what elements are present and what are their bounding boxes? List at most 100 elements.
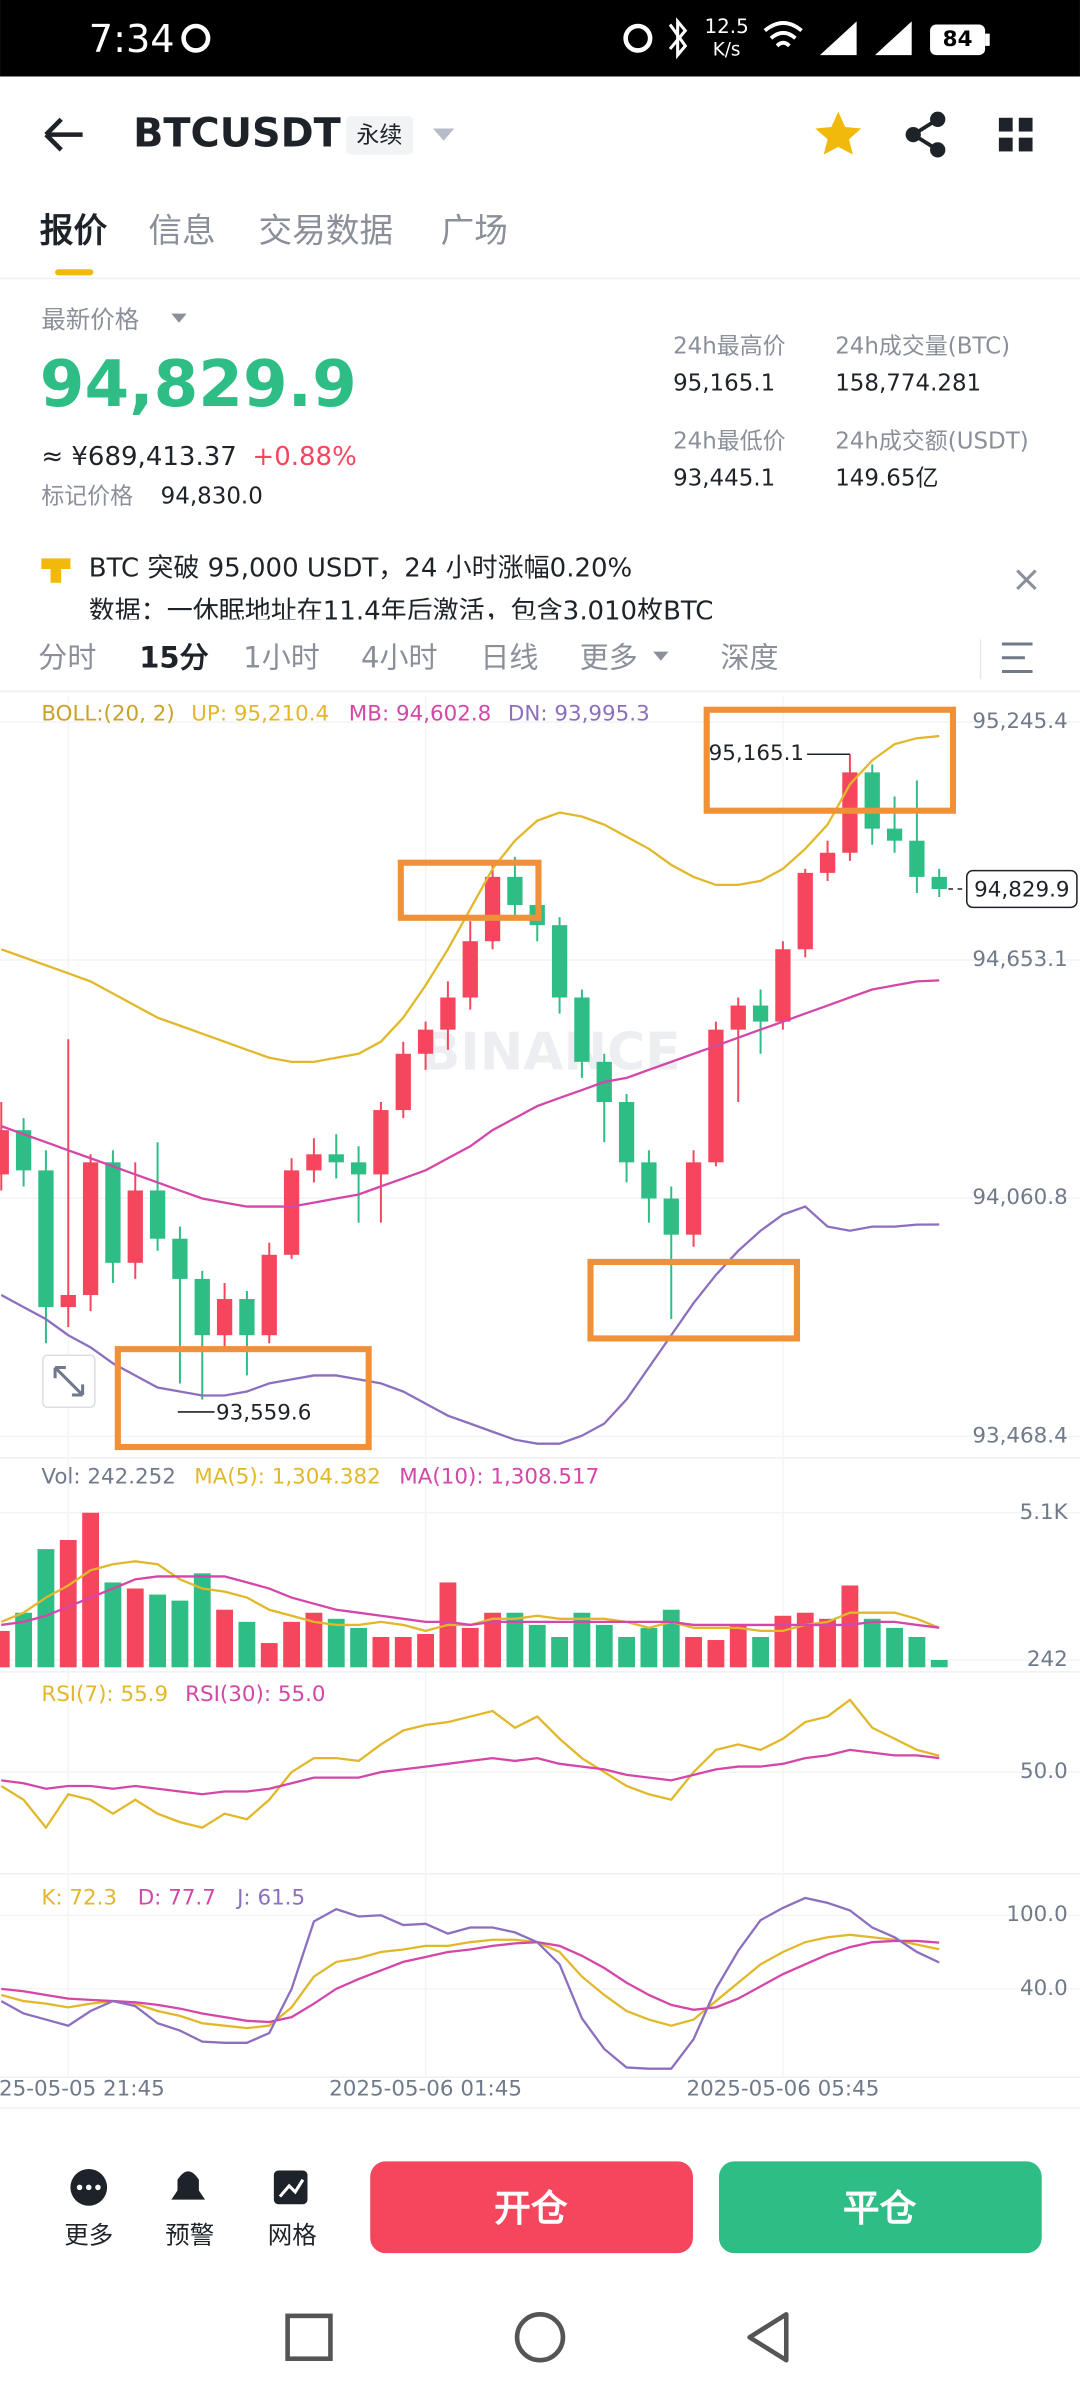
tab[interactable]: 广场 bbox=[441, 211, 508, 250]
highlight-box bbox=[703, 706, 957, 814]
symbol-dropdown[interactable] bbox=[432, 128, 455, 141]
battery-level: 84 bbox=[943, 27, 973, 52]
interval[interactable]: 日线 bbox=[480, 640, 538, 674]
interval-bar bbox=[0, 619, 1080, 696]
indicator-line bbox=[0, 979, 940, 1208]
volume-bar bbox=[662, 1609, 680, 1668]
price-dropdown[interactable] bbox=[171, 313, 187, 323]
legend-entry: DN: 93,995.3 bbox=[508, 701, 650, 726]
stat-label: 24h成交额(USDT) bbox=[835, 429, 1028, 455]
price-change: +0.88% bbox=[252, 442, 356, 472]
tag-bg bbox=[345, 116, 414, 155]
volume-bar bbox=[350, 1627, 367, 1668]
candle-body bbox=[551, 925, 568, 998]
alert-icon[interactable] bbox=[171, 2171, 206, 2200]
indicator-line bbox=[0, 734, 940, 1064]
recents-button[interactable] bbox=[285, 2313, 333, 2361]
candle-body bbox=[819, 852, 836, 873]
volume-bar bbox=[528, 1624, 546, 1668]
share-button[interactable] bbox=[905, 111, 946, 158]
last-price: 94,829.9 bbox=[40, 347, 357, 422]
nav-label[interactable]: 网格 bbox=[268, 2220, 317, 2249]
volume-bar bbox=[551, 1637, 568, 1668]
y-tick-label: 95,245.4 bbox=[972, 709, 1067, 734]
dot bbox=[76, 2184, 83, 2191]
candle-body bbox=[864, 772, 880, 829]
clock: 7:34 bbox=[89, 18, 175, 62]
open-button[interactable] bbox=[370, 2161, 693, 2254]
interval[interactable]: 4小时 bbox=[361, 640, 438, 674]
candle-body bbox=[82, 1162, 99, 1295]
home-button[interactable] bbox=[514, 2312, 566, 2363]
volume-bar bbox=[104, 1582, 122, 1668]
back-button[interactable] bbox=[44, 117, 83, 152]
system-back-button[interactable] bbox=[747, 2312, 789, 2363]
nav-label[interactable]: 预警 bbox=[165, 2220, 214, 2249]
volume-bar bbox=[149, 1594, 167, 1668]
volume-bar bbox=[685, 1637, 702, 1668]
highlight-boxes bbox=[114, 706, 957, 1451]
legend-entry: K: 72.3 bbox=[41, 1885, 117, 1910]
candle-body bbox=[149, 1190, 166, 1239]
contract-tag: 永续 bbox=[356, 123, 402, 149]
y-tick-label: 242 bbox=[1027, 1647, 1068, 1672]
news-item[interactable]: 数据：一休眠地址在11.4年后激活，包含3,010枚BTC bbox=[89, 596, 714, 626]
legend-entry: MA(10): 1,308.517 bbox=[399, 1465, 599, 1490]
tab[interactable]: 交易数据 bbox=[259, 211, 394, 250]
interval[interactable]: 分时 bbox=[38, 640, 96, 674]
layout-button[interactable] bbox=[998, 117, 1033, 152]
indicator-line bbox=[1, 1748, 940, 1796]
indicator-label: BOLL:(20, 2) bbox=[41, 701, 174, 726]
close-button[interactable] bbox=[718, 2161, 1042, 2254]
close-news[interactable] bbox=[1016, 569, 1037, 590]
open-label[interactable]: 开仓 bbox=[494, 2187, 568, 2230]
candle-body bbox=[38, 1170, 54, 1308]
candle-body bbox=[886, 828, 903, 841]
volume-bar bbox=[193, 1573, 211, 1668]
close-label[interactable]: 平仓 bbox=[843, 2187, 917, 2230]
tab[interactable]: 报价 bbox=[40, 211, 108, 250]
volume-bar bbox=[863, 1618, 881, 1668]
interval[interactable]: 1小时 bbox=[243, 640, 320, 674]
last-price-tag bbox=[966, 869, 1078, 909]
candle-body bbox=[395, 1053, 411, 1111]
y-tick-label: 94,653.1 bbox=[972, 947, 1067, 972]
volume-bar bbox=[796, 1612, 814, 1668]
candle-body bbox=[417, 1029, 434, 1054]
interval[interactable]: 深度 bbox=[720, 640, 778, 674]
news-icon bbox=[41, 558, 71, 583]
fullscreen-icon bbox=[53, 1365, 85, 1397]
net-speed: 12.5 bbox=[704, 15, 748, 38]
volume-bar bbox=[417, 1633, 434, 1668]
candle-body bbox=[306, 1154, 322, 1171]
news-item[interactable]: BTC 突破 95,000 USDT，24 小时涨幅0.20% bbox=[89, 554, 633, 584]
x-tick-label: 2025-05-06 01:45 bbox=[329, 2076, 522, 2101]
indicator-label: Vol: 242.252 bbox=[41, 1465, 176, 1490]
signal-icon bbox=[819, 21, 912, 56]
volume-bar bbox=[171, 1600, 189, 1668]
tab[interactable]: 信息 bbox=[148, 211, 215, 250]
y-tick-label: 50.0 bbox=[1020, 1759, 1068, 1784]
volume-bar bbox=[216, 1609, 234, 1668]
candle-body bbox=[708, 1029, 724, 1163]
chart-settings[interactable] bbox=[1001, 642, 1033, 674]
candle-body bbox=[283, 1170, 300, 1255]
volume-bar bbox=[126, 1588, 144, 1668]
volume-bar bbox=[930, 1659, 948, 1668]
interval[interactable]: 15分 bbox=[139, 640, 208, 674]
stat-label: 24h最高价 bbox=[673, 334, 786, 360]
interval[interactable]: 更多 bbox=[580, 640, 638, 674]
highlight-box bbox=[397, 859, 542, 921]
favorite-star[interactable] bbox=[815, 111, 862, 155]
more-dropdown[interactable] bbox=[653, 651, 669, 661]
candle-body bbox=[105, 1162, 121, 1263]
candle-body bbox=[484, 876, 501, 942]
nav-label[interactable]: 更多 bbox=[64, 2220, 113, 2249]
symbol: BTCUSDT bbox=[133, 111, 341, 157]
candle-body bbox=[373, 1110, 389, 1175]
volume-bar bbox=[506, 1612, 524, 1668]
y-tick-label: 100.0 bbox=[1006, 1902, 1067, 1927]
legend-entry: RSI(7): 55.9 bbox=[41, 1682, 168, 1707]
candle-body bbox=[15, 1130, 32, 1171]
stat-value: 95,165.1 bbox=[673, 370, 775, 396]
